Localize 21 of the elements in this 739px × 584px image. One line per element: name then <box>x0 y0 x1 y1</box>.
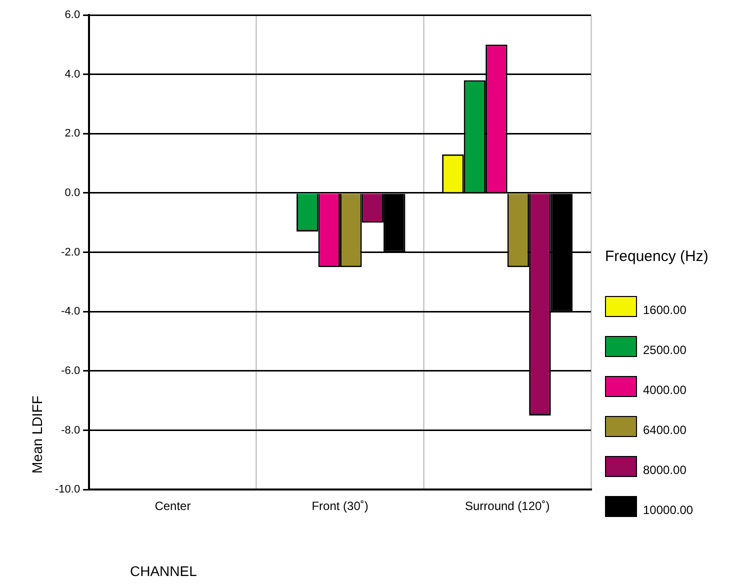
y-tick-label: -2.0 <box>61 246 80 258</box>
legend-label: 8000.00 <box>643 463 686 477</box>
x-tick-label: Center <box>154 499 191 514</box>
y-tick-label: -6.0 <box>61 364 80 377</box>
y-tick-label: -10.0 <box>54 484 80 496</box>
legend-label: 4000.00 <box>643 383 686 397</box>
y-tick-label: -4.0 <box>61 306 80 318</box>
legend-label: 1600.00 <box>643 303 686 317</box>
legend-label: 6400.00 <box>643 423 686 437</box>
y-tick-label: 2.0 <box>64 128 80 140</box>
y-axis-title: Mean LDIFF <box>28 396 45 474</box>
legend-label: 10000.00 <box>643 503 694 517</box>
y-tick-label: 0.0 <box>64 187 80 200</box>
x-tick-label: Surround (120˚) <box>464 499 550 514</box>
y-tick-label: -8.0 <box>61 424 80 436</box>
legend-title: Frequency (Hz) <box>605 248 708 265</box>
y-tick-label: 4.0 <box>64 68 80 80</box>
x-axis-title: CHANNEL <box>130 562 198 579</box>
legend-label: 2500.00 <box>643 343 686 357</box>
y-tick-label: 6.0 <box>64 9 80 22</box>
x-tick-label: Front (30˚) <box>312 499 368 514</box>
